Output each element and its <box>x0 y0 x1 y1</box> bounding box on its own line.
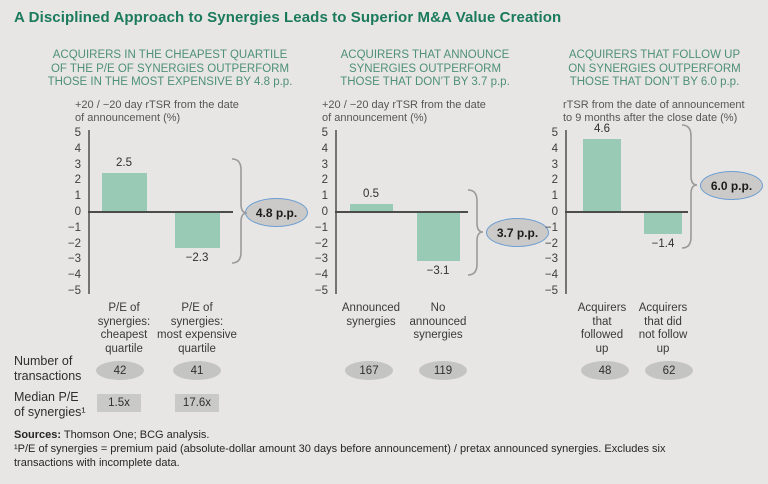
chart1-header: ACQUIRERS IN THE CHEAPEST QUARTILE OF TH… <box>47 49 293 88</box>
y-tick-label: 5 <box>551 127 558 139</box>
chart1-difference-badge: 4.8 p.p. <box>245 198 308 227</box>
x-axis-zero-line <box>335 211 468 213</box>
category-label: P/E of synergies: most expensive quartil… <box>157 302 237 355</box>
y-tick-label: −3 <box>67 253 81 266</box>
y-tick-label: −4 <box>544 269 558 282</box>
chart3-difference-badge: 6.0 p.p. <box>700 171 763 200</box>
y-tick-label: 3 <box>74 158 81 171</box>
y-tick-label: 5 <box>74 127 81 139</box>
footnote: ¹P/E of synergies = premium paid (absolu… <box>14 443 666 469</box>
y-tick-label: −5 <box>67 285 81 297</box>
transaction-count-badge: 167 <box>345 361 393 380</box>
transaction-count-badge: 42 <box>96 361 144 380</box>
sources-label: Sources: <box>14 429 62 441</box>
median-pe-row-label: Median P/E of synergies¹ <box>14 390 86 419</box>
y-tick-label: 1 <box>551 190 558 203</box>
chart2-axis-caption: +20 / −20 day rTSR from the date of anno… <box>322 99 486 124</box>
transaction-count-badge: 41 <box>173 361 221 380</box>
chart3-axis-caption: rTSR from the date of announcement to 9 … <box>563 99 745 124</box>
category-label: Announced synergies <box>341 302 401 328</box>
transaction-count-badge: 62 <box>645 361 693 380</box>
bar <box>349 204 393 212</box>
category-label: Acquirers that did not follow up <box>638 302 688 355</box>
bar-value-label: −2.3 <box>185 252 209 265</box>
y-tick-label: −2 <box>314 237 328 250</box>
y-tick-label: −4 <box>67 269 81 282</box>
bar <box>101 172 147 212</box>
bar-value-label: −1.4 <box>651 238 675 251</box>
y-tick-label: 4 <box>321 142 328 155</box>
transactions-row-label: Number of transactions <box>14 354 82 383</box>
y-tick-label: −2 <box>67 237 81 250</box>
chart2-header: ACQUIRERS THAT ANNOUNCE SYNERGIES OUTPER… <box>340 49 510 88</box>
category-label: Acquirers that followed up <box>577 302 627 355</box>
bar-value-label: 0.5 <box>363 188 379 201</box>
y-tick-label: 5 <box>321 127 328 139</box>
y-tick-label: 0 <box>321 206 328 218</box>
sources-line: Sources: Thomson One; BCG analysis. <box>14 429 209 441</box>
y-tick-label: −1 <box>544 221 558 234</box>
difference-bracket <box>681 124 698 250</box>
category-label: P/E of synergies: cheapest quartile <box>97 302 151 355</box>
y-tick-label: 0 <box>74 206 81 218</box>
bar <box>174 212 220 249</box>
y-tick-label: 3 <box>551 158 558 171</box>
y-tick-label: −4 <box>314 269 328 282</box>
bar <box>416 212 460 261</box>
chart1-axis-caption: +20 / −20 day rTSR from the date of anno… <box>75 99 239 124</box>
y-tick-label: 2 <box>74 174 81 187</box>
bar <box>583 139 621 212</box>
y-tick-label: 1 <box>74 190 81 203</box>
median-pe-badge: 1.5x <box>97 394 141 412</box>
y-tick-label: 3 <box>321 158 328 171</box>
y-tick-label: −1 <box>314 221 328 234</box>
y-tick-label: 1 <box>321 190 328 203</box>
y-tick-label: −3 <box>314 253 328 266</box>
y-tick-label: −5 <box>314 285 328 297</box>
x-axis-zero-line <box>565 211 688 213</box>
y-tick-label: 2 <box>551 174 558 187</box>
y-tick-label: 2 <box>321 174 328 187</box>
transaction-count-badge: 48 <box>581 361 629 380</box>
y-tick-label: −1 <box>67 221 81 234</box>
median-pe-badge: 17.6x <box>175 394 219 412</box>
chart2-difference-badge: 3.7 p.p. <box>486 218 549 247</box>
chart3-header: ACQUIRERS THAT FOLLOW UP ON SYNERGIES OU… <box>568 49 741 88</box>
figure-title: A Disciplined Approach to Synergies Lead… <box>14 9 562 26</box>
difference-bracket <box>467 189 484 276</box>
y-tick-label: 4 <box>74 142 81 155</box>
category-label: No announced synergies <box>409 302 467 341</box>
transaction-count-badge: 119 <box>419 361 467 380</box>
x-axis-zero-line <box>88 211 233 213</box>
bar-value-label: −3.1 <box>426 264 450 277</box>
sources-text: Thomson One; BCG analysis. <box>61 429 210 441</box>
y-tick-label: −5 <box>544 285 558 297</box>
y-tick-label: 0 <box>551 206 558 218</box>
difference-bracket <box>231 157 248 264</box>
y-tick-label: 4 <box>551 142 558 155</box>
bar-value-label: 2.5 <box>116 156 132 169</box>
y-tick-label: −2 <box>544 237 558 250</box>
y-tick-label: −3 <box>544 253 558 266</box>
bar <box>644 212 682 235</box>
bar-value-label: 4.6 <box>594 123 610 136</box>
